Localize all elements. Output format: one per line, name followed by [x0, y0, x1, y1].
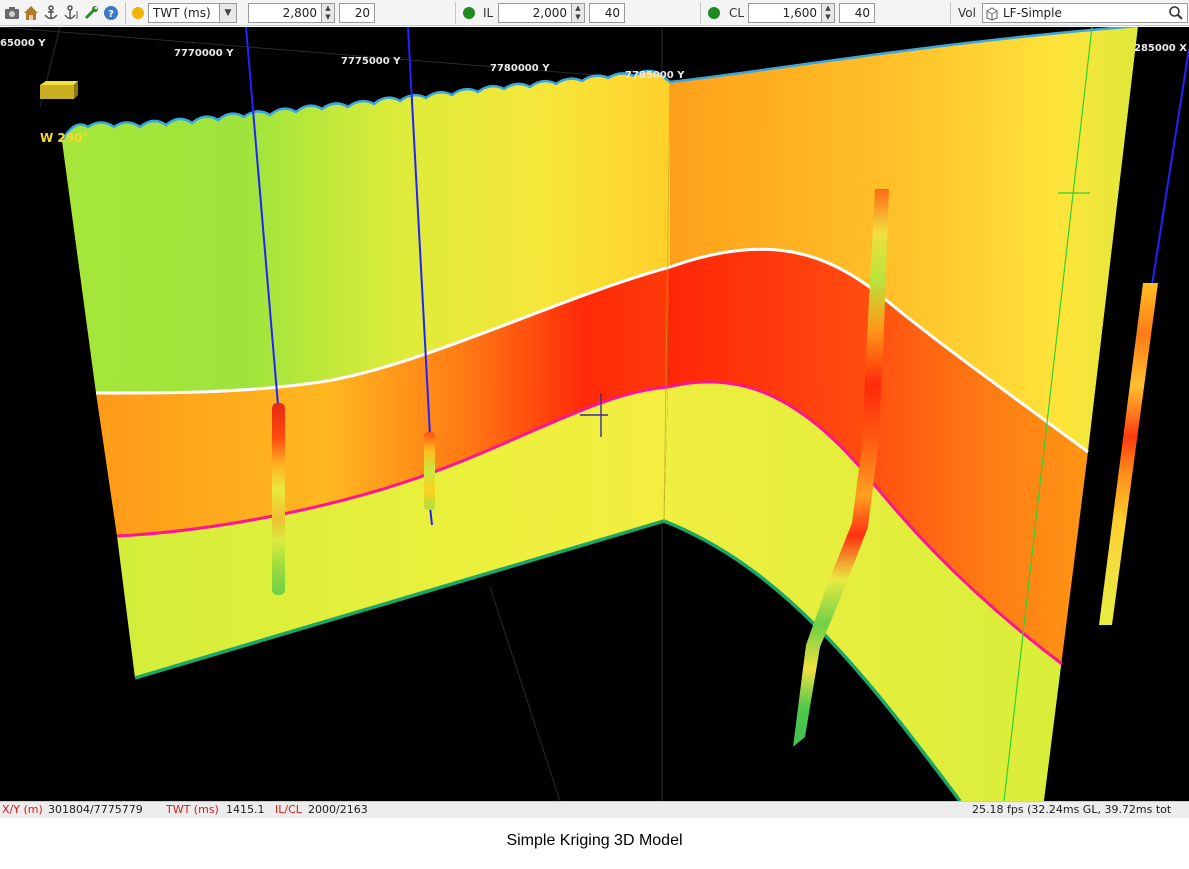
fps-readout: 25.18 fps (32.24ms GL, 39.72ms tot [972, 803, 1172, 816]
crossline-value-input[interactable]: 1,600 [748, 3, 822, 23]
figure-caption: Simple Kriging 3D Model [506, 832, 683, 849]
separator [950, 2, 951, 24]
axis-label: 7770000 Y [174, 48, 234, 59]
status-bar: X/Y (m) 301804/7775779 TWT (ms) 1415.1 I… [0, 801, 1189, 818]
left-upper-layer [62, 70, 670, 394]
domain-step-input[interactable]: 20 [339, 3, 375, 23]
home-icon[interactable] [23, 5, 39, 21]
base-horizon [134, 519, 962, 801]
top-horizon [95, 247, 1089, 454]
domain-value-input[interactable]: 2,800 [248, 3, 322, 23]
section-fold-line [663, 81, 671, 522]
separator [455, 2, 456, 24]
inline-value-input[interactable]: 2,000 [498, 3, 572, 23]
inline-value-stepper[interactable]: ▲ ▼ [571, 3, 585, 23]
3d-viewport[interactable]: W 290° 65000 Y 7770000 Y 7775000 Y 77800… [0, 27, 1189, 801]
right-middle-layer [668, 249, 1088, 665]
right-section-panel [664, 27, 1189, 801]
search-icon[interactable] [1168, 5, 1184, 21]
xy-label: X/Y (m) [2, 803, 43, 816]
twt-value: 1415.1 [226, 803, 265, 816]
left-lower-layer [117, 387, 668, 678]
axis-label: 7775000 Y [341, 56, 401, 67]
volume-name: LF-Simple [1003, 6, 1062, 20]
right-lower-layer [664, 381, 1062, 801]
domain-status-indicator [132, 7, 144, 19]
well-path-3 [1151, 48, 1189, 286]
volume-select[interactable]: LF-Simple [982, 3, 1188, 23]
help-icon[interactable]: ? [103, 5, 119, 21]
well-log-3[interactable] [793, 189, 889, 747]
well-log-1[interactable] [272, 403, 285, 595]
camera-icon[interactable] [4, 5, 20, 21]
well-path-2 [407, 27, 431, 436]
middle-horizon [116, 380, 1063, 666]
left-middle-layer [96, 267, 670, 536]
ilcl-label: IL/CL [275, 803, 302, 816]
inline-status-indicator [463, 7, 475, 19]
left-section-panel [62, 70, 670, 678]
inline-step-input[interactable]: 40 [589, 3, 625, 23]
axis-label: 7780000 Y [490, 63, 550, 74]
volume-label: Vol [958, 6, 976, 20]
right-edge-strip [1044, 27, 1189, 801]
separator [125, 2, 126, 24]
3d-scene: W 290° 65000 Y 7770000 Y 7775000 Y 77800… [0, 27, 1189, 801]
anchor-icon[interactable] [43, 5, 59, 21]
seafloor-horizon [60, 27, 1141, 142]
green-reference-line [1003, 27, 1093, 801]
axis-label: 65000 Y [0, 38, 46, 49]
crosshair-cursor [580, 393, 608, 437]
right-upper-layer [670, 27, 1189, 452]
xy-value: 301804/7775779 [48, 803, 143, 816]
well-path-1 [245, 27, 279, 406]
ilcl-value: 2000/2163 [308, 803, 368, 816]
domain-select[interactable]: TWT (ms) [148, 3, 220, 23]
orientation-cube-icon[interactable] [40, 81, 78, 99]
axis-label: 7785000 Y [625, 70, 685, 81]
twt-label: TWT (ms) [166, 803, 219, 816]
well-log-4[interactable] [1099, 283, 1158, 625]
volume-cube-icon [986, 6, 998, 21]
toolbar: ? TWT (ms) ▼ 2,800 ▲ ▼ 20 IL 2,000 ▲ ▼ 40 … [0, 0, 1189, 26]
wrench-icon[interactable] [83, 5, 99, 21]
crossline-status-indicator [708, 7, 720, 19]
inline-label: IL [483, 6, 494, 20]
azimuth-label: W 290° [40, 131, 88, 145]
domain-value-stepper[interactable]: ▲ ▼ [321, 3, 335, 23]
anchor-pin-icon[interactable] [63, 5, 79, 21]
crossline-step-input[interactable]: 40 [839, 3, 875, 23]
axis-label: 285000 X [1134, 43, 1187, 54]
crossline-label: CL [729, 6, 745, 20]
domain-dropdown-button[interactable]: ▼ [219, 3, 237, 23]
well-log-2[interactable] [424, 432, 435, 510]
separator [700, 2, 701, 24]
crossline-value-stepper[interactable]: ▲ ▼ [821, 3, 835, 23]
svg-text:?: ? [108, 9, 114, 20]
